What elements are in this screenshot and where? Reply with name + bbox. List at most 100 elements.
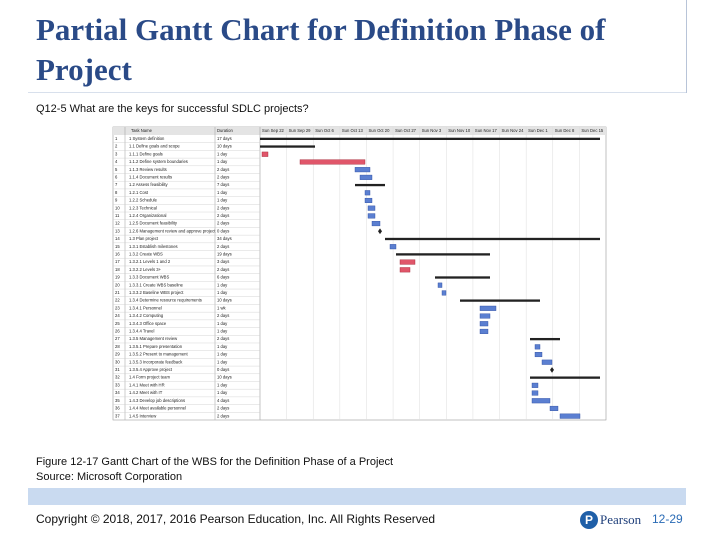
date-header: Sun Nov 10 bbox=[448, 128, 471, 133]
row-id: 25 bbox=[115, 321, 120, 326]
date-header: Sun Oct 20 bbox=[368, 128, 390, 133]
task-bar bbox=[399, 267, 411, 273]
task-duration: 17 days bbox=[217, 136, 232, 141]
row-id: 35 bbox=[115, 398, 120, 403]
summary-bar bbox=[460, 299, 540, 302]
task-name: 1.2.5 Document feasibility bbox=[129, 221, 178, 226]
task-name: 1.3.4.4 Travel bbox=[129, 329, 154, 334]
task-bar bbox=[367, 213, 376, 219]
task-duration: 10 days bbox=[217, 375, 232, 380]
task-duration: 2 days bbox=[217, 244, 229, 249]
task-name: 1.3 Plan project bbox=[129, 236, 159, 241]
rule bbox=[686, 0, 687, 93]
task-name: 1.2.4 Organizational bbox=[129, 213, 167, 218]
row-id: 19 bbox=[115, 275, 120, 280]
task-name: 1.3.4 Determine resource requirements bbox=[129, 298, 202, 303]
task-name: 1.2.3 Technical bbox=[129, 205, 157, 210]
task-bar bbox=[389, 244, 397, 250]
task-bar bbox=[534, 352, 543, 358]
task-duration: 0 days bbox=[217, 228, 229, 233]
task-duration: 1 day bbox=[217, 359, 228, 364]
row-id: 8 bbox=[115, 190, 118, 195]
row-id: 15 bbox=[115, 244, 120, 249]
task-bar bbox=[364, 197, 373, 203]
task-duration: 3 days bbox=[217, 259, 229, 264]
subtitle: Q12-5 What are the keys for successful S… bbox=[36, 103, 309, 115]
summary-bar bbox=[530, 337, 560, 341]
task-duration: 10 days bbox=[217, 298, 232, 303]
task-name: 1.3.5.4 Approve project bbox=[129, 367, 173, 372]
task-duration: 2 days bbox=[217, 336, 229, 341]
copyright: Copyright © 2018, 2017, 2016 Pearson Edu… bbox=[36, 512, 436, 526]
task-duration: 1 day bbox=[217, 382, 228, 387]
column-header: Duration bbox=[217, 128, 233, 133]
task-bar bbox=[367, 205, 376, 211]
row-id: 3 bbox=[115, 151, 118, 156]
summary-bar bbox=[385, 237, 600, 241]
task-name: 1.3.2.2 Levels 3+ bbox=[129, 267, 162, 272]
task-name: 1.3.2.1 Levels 1 and 2 bbox=[129, 259, 171, 264]
date-header: Sun Sep 22 bbox=[262, 128, 285, 133]
task-name: 1.3.5.3 Incorporate feedback bbox=[129, 359, 183, 364]
task-name: 1.2.6 Management review and approve proj… bbox=[129, 228, 216, 233]
row-id: 13 bbox=[115, 228, 120, 233]
summary-bar bbox=[260, 145, 315, 148]
task-duration: 1 day bbox=[217, 151, 228, 156]
task-duration: 1 day bbox=[217, 190, 228, 195]
slide-title: Partial Gantt Chart for Definition Phase… bbox=[36, 12, 606, 87]
row-id: 12 bbox=[115, 221, 120, 226]
task-duration: 1 day bbox=[217, 329, 228, 334]
date-header: Sun Nov 3 bbox=[422, 128, 442, 133]
date-header: Sun Sep 29 bbox=[289, 128, 312, 133]
task-name: 1.3.4.2 Computing bbox=[129, 313, 164, 318]
row-id: 30 bbox=[115, 359, 120, 364]
task-bar bbox=[531, 382, 539, 388]
task-duration: 2 days bbox=[217, 267, 229, 272]
row-id: 32 bbox=[115, 375, 120, 380]
task-duration: 19 days bbox=[217, 252, 232, 257]
row-id: 33 bbox=[115, 382, 120, 387]
task-duration: 1 day bbox=[217, 290, 228, 295]
caption-line: Source: Microsoft Corporation bbox=[36, 471, 183, 483]
task-duration: 1 day bbox=[217, 390, 228, 395]
caption-line: Figure 12-17 Gantt Chart of the WBS for … bbox=[36, 456, 394, 468]
row-id: 26 bbox=[115, 329, 120, 334]
row-id: 24 bbox=[115, 313, 120, 318]
date-header: Sun Dec 1 bbox=[528, 128, 548, 133]
row-id: 1 bbox=[115, 136, 118, 141]
task-bar bbox=[479, 321, 489, 327]
summary-bar bbox=[355, 183, 385, 187]
task-duration: 1 wk bbox=[217, 305, 227, 310]
task-name: 1 System definition bbox=[129, 136, 165, 141]
task-duration: 2 days bbox=[217, 167, 229, 172]
date-header: Sun Nov 17 bbox=[475, 128, 498, 133]
row-id: 27 bbox=[115, 336, 120, 341]
page-number: 12-29 bbox=[652, 512, 683, 526]
task-bar bbox=[371, 221, 381, 227]
row-id: 17 bbox=[115, 259, 120, 264]
footer-band bbox=[28, 488, 686, 505]
task-name: 1.2.1 Cost bbox=[129, 190, 149, 195]
summary-bar bbox=[435, 276, 490, 279]
row-id: 31 bbox=[115, 367, 120, 372]
task-bar bbox=[359, 174, 373, 180]
task-bar bbox=[549, 405, 559, 411]
task-name: 1.4.3 Develop job descriptions bbox=[129, 398, 185, 403]
task-bar bbox=[479, 313, 491, 319]
date-header: Sun Dec 15 bbox=[581, 128, 604, 133]
row-id: 37 bbox=[115, 413, 120, 418]
row-id: 11 bbox=[115, 213, 120, 218]
task-duration: 34 days bbox=[217, 236, 232, 241]
task-duration: 1 day bbox=[217, 344, 228, 349]
task-duration: 2 days bbox=[217, 406, 229, 411]
task-bar bbox=[531, 390, 539, 396]
task-duration: 4 days bbox=[217, 398, 229, 403]
task-bar bbox=[261, 151, 269, 157]
task-bar bbox=[354, 167, 371, 173]
task-duration: 2 days bbox=[217, 213, 229, 218]
task-duration: 2 days bbox=[217, 221, 229, 226]
task-name: 1.1.1 Define goals bbox=[129, 151, 163, 156]
task-name: 1.4.5 Interview bbox=[129, 413, 157, 418]
